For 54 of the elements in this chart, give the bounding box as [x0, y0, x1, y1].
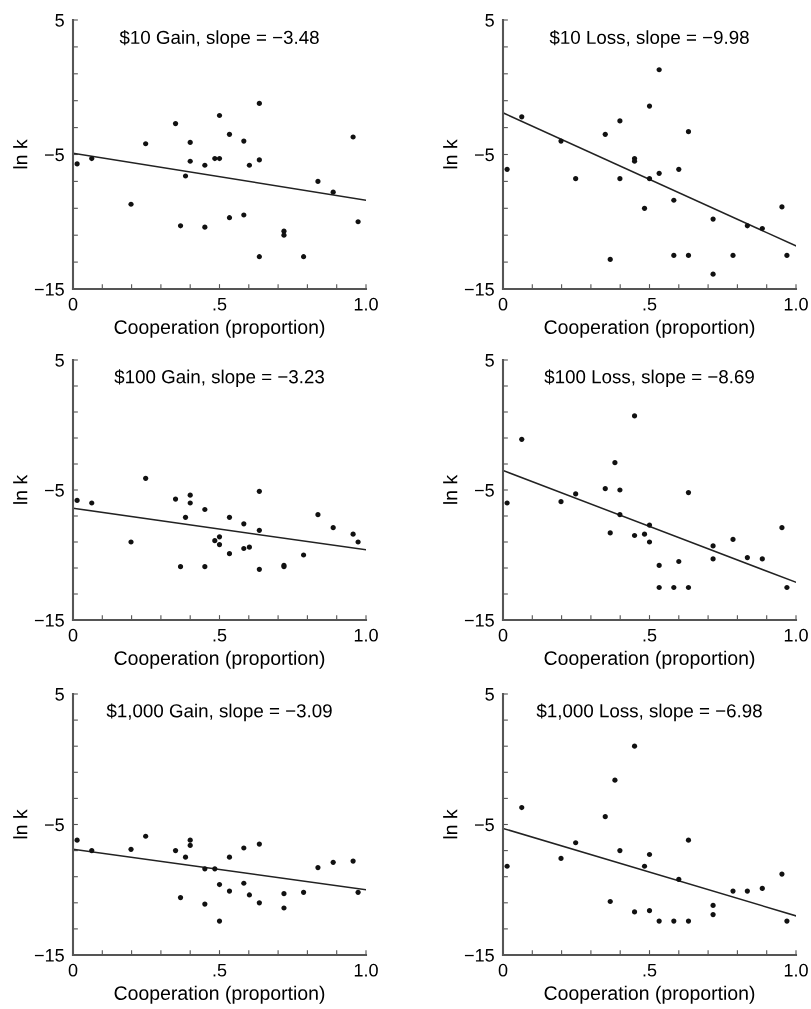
x-tick-label: 1.0 — [784, 628, 808, 642]
chart-title: $100 Gain, slope = −3.23 — [114, 369, 324, 388]
x-tick-label: 0 — [498, 628, 508, 642]
x-tick-label: 1.0 — [784, 297, 808, 311]
y-tick-label: −5 — [474, 818, 494, 832]
y-tick-label: −15 — [34, 614, 64, 627]
y-tick-label: −5 — [44, 818, 64, 832]
x-axis-title: Cooperation (proportion) — [544, 319, 755, 338]
chart-title: $100 Loss, slope = −8.69 — [544, 369, 754, 388]
text: $10 Gain, slope = −3.48 — [119, 29, 319, 48]
y-tick-label: 5 — [55, 354, 64, 367]
y-axis-title: ln k — [443, 809, 458, 839]
y-axis-title: ln k — [13, 139, 28, 169]
x-tick-label: 0 — [68, 628, 78, 642]
x-axis-title: Cooperation (proportion) — [114, 650, 325, 669]
y-tick-label: −5 — [44, 148, 64, 162]
chart-title: $1,000 Gain, slope = −3.09 — [106, 703, 332, 722]
x-tick-label: 0 — [498, 297, 508, 311]
x-tick-label: 1.0 — [354, 963, 378, 977]
y-tick-label: 5 — [55, 688, 64, 701]
x-tick-label: .5 — [643, 629, 657, 642]
y-tick-label: −15 — [464, 283, 494, 296]
y-tick-label: 5 — [485, 688, 494, 701]
text: $10 Loss, slope = −9.98 — [549, 29, 749, 48]
x-tick-label: 0 — [68, 963, 78, 977]
x-axis-title: Cooperation (proportion) — [544, 985, 755, 1004]
x-axis-title: Cooperation (proportion) — [544, 650, 755, 669]
y-tick-label: −5 — [474, 484, 494, 497]
x-tick-label: .5 — [643, 298, 657, 311]
y-tick-label: −5 — [474, 148, 494, 162]
x-tick-label: .5 — [213, 629, 227, 642]
y-tick-label: 5 — [485, 14, 494, 27]
y-tick-label: −15 — [464, 614, 494, 627]
y-tick-label: −15 — [464, 949, 494, 962]
y-tick-label: 5 — [485, 354, 494, 367]
x-axis-title: Cooperation (proportion) — [114, 985, 325, 1004]
x-tick-label: 1.0 — [354, 297, 378, 311]
y-tick-label: −15 — [34, 283, 64, 296]
x-tick-label: .5 — [643, 964, 657, 977]
x-tick-label: 0 — [68, 297, 78, 311]
x-tick-label: 0 — [498, 963, 508, 977]
x-axis-title: Cooperation (proportion) — [114, 319, 325, 338]
x-tick-label: .5 — [213, 298, 227, 311]
x-tick-label: 1.0 — [354, 628, 378, 642]
y-axis-title: ln k — [443, 474, 458, 504]
y-tick-label: 5 — [55, 14, 64, 27]
y-tick-label: −5 — [44, 484, 64, 497]
chart-title: $1,000 Loss, slope = −6.98 — [536, 703, 762, 722]
y-axis-title: ln k — [13, 809, 28, 839]
y-tick-label: −15 — [34, 949, 64, 962]
x-tick-label: .5 — [213, 964, 227, 977]
y-axis-title: ln k — [443, 139, 458, 169]
x-tick-label: 1.0 — [784, 963, 808, 977]
y-axis-title: ln k — [13, 474, 28, 504]
